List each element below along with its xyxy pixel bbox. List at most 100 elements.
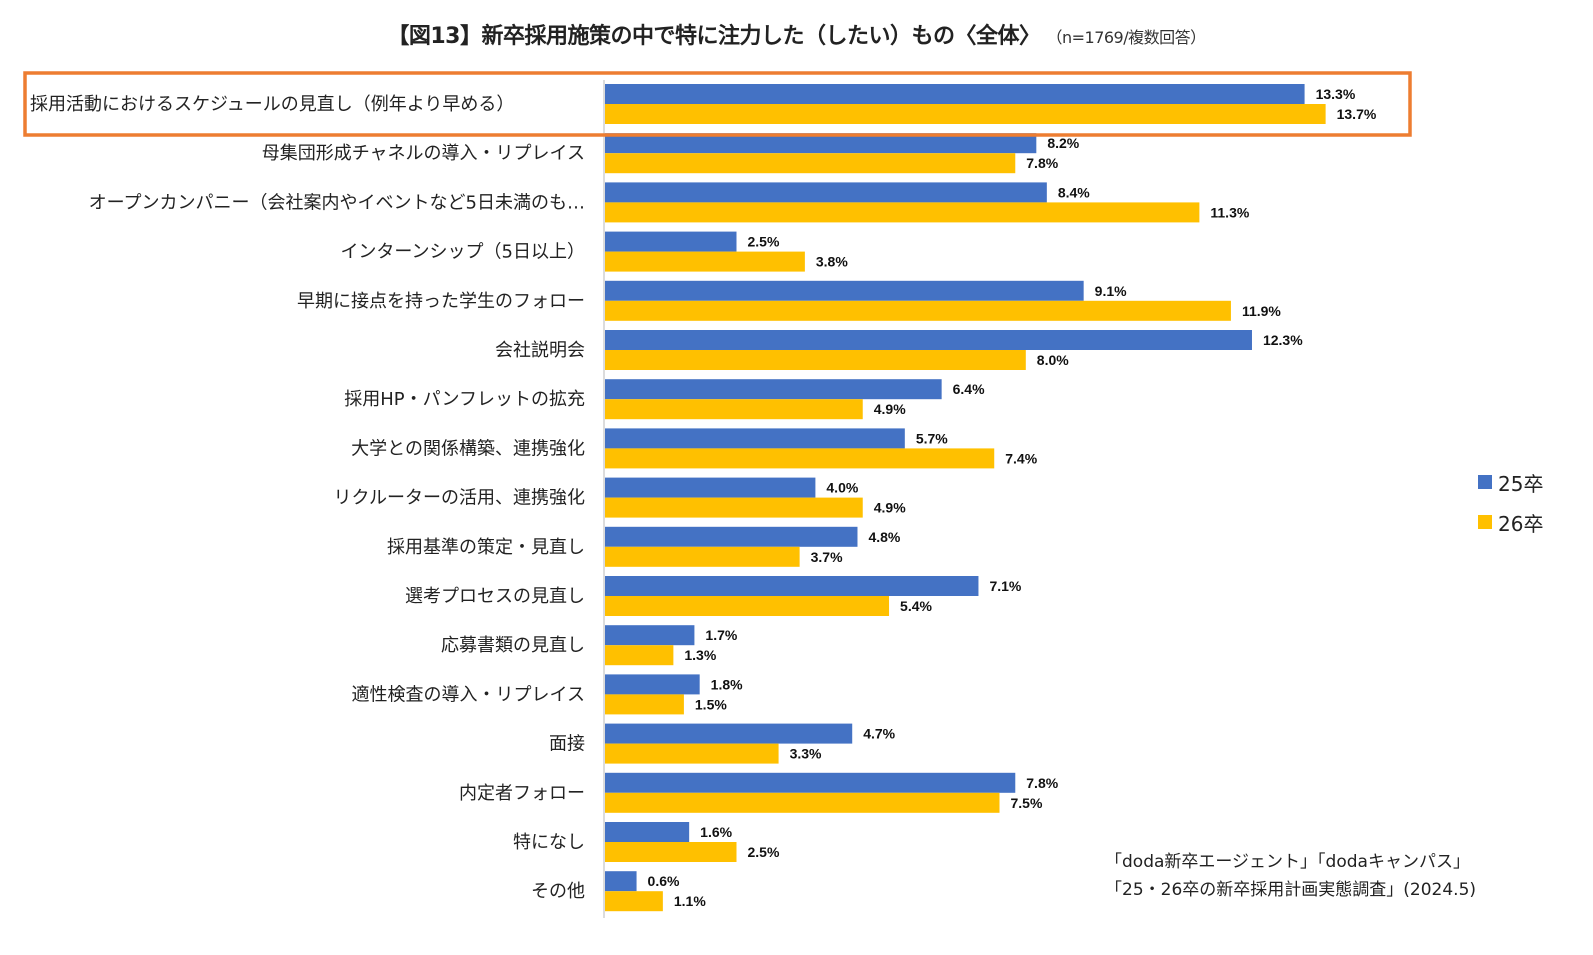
legend-item-26: 26卒	[1478, 502, 1543, 542]
legend-item-25: 25卒	[1478, 462, 1543, 502]
category-label: 特になし	[513, 832, 585, 853]
data-label: 1.1%	[674, 893, 706, 909]
bar-25卒	[605, 723, 853, 744]
category-label: その他	[531, 881, 585, 902]
category-group: 面接 4.7% 3.3%	[549, 723, 896, 764]
bar-25卒	[605, 428, 905, 449]
category-group: 母集団形成チャネルの導入・リプレイス 8.2% 7.8%	[262, 133, 1080, 174]
category-group: オープンカンパニー（会社案内やイベントなど5日未満のも… 8.4% 11.3%	[89, 182, 1250, 223]
source-note: 「doda新卒エージェント」「dodaキャンパス」 「25・26卒の新卒採用計画…	[1105, 848, 1476, 904]
bar-25卒	[605, 379, 942, 400]
category-group: インターンシップ（5日以上） 2.5% 3.8%	[340, 231, 848, 272]
data-label: 7.8%	[1026, 775, 1058, 791]
data-label: 13.3%	[1316, 86, 1356, 102]
data-label: 8.4%	[1058, 184, 1090, 200]
bar-26卒	[605, 448, 995, 469]
data-label: 3.7%	[811, 549, 843, 565]
data-label: 1.8%	[711, 676, 743, 692]
data-label: 2.5%	[748, 844, 780, 860]
category-label: 採用活動におけるスケジュールの見直し（例年より早める）	[30, 94, 514, 115]
category-group: 内定者フォロー 7.8% 7.5%	[459, 772, 1059, 813]
data-label: 8.0%	[1037, 352, 1069, 368]
bar-26卒	[605, 645, 674, 666]
data-label: 12.3%	[1263, 332, 1303, 348]
legend-label-25: 25卒	[1498, 471, 1544, 496]
category-label: 採用基準の策定・見直し	[387, 537, 585, 558]
bar-25卒	[605, 231, 737, 252]
data-label: 4.8%	[868, 529, 900, 545]
bar-26卒	[605, 792, 1000, 813]
bar-26卒	[605, 497, 863, 518]
bar-25卒	[605, 84, 1305, 104]
data-label: 13.7%	[1337, 106, 1377, 122]
data-label: 7.4%	[1005, 450, 1037, 466]
bar-25卒	[605, 674, 700, 695]
category-label: 面接	[549, 734, 585, 755]
bar-25卒	[605, 330, 1252, 350]
bar-26卒	[605, 153, 1016, 174]
legend: 25卒 26卒	[1478, 462, 1543, 542]
category-group: 大学との関係構築、連携強化 5.7% 7.4%	[351, 428, 1038, 469]
category-group: 早期に接点を持った学生のフォロー 9.1% 11.9%	[297, 280, 1281, 321]
legend-swatch-25	[1478, 475, 1492, 489]
data-label: 2.5%	[748, 234, 780, 250]
category-label: 選考プロセスの見直し	[405, 586, 585, 607]
category-group: 会社説明会 12.3% 8.0%	[495, 330, 1303, 370]
data-label: 3.3%	[790, 746, 822, 762]
bar-26卒	[605, 399, 863, 420]
highlight-box	[23, 71, 1412, 137]
bar-25卒	[605, 133, 1037, 154]
bar-26卒	[605, 350, 1026, 370]
chart-title-main: 【図13】新卒採用施策の中で特に注力した（したい）もの〈全体〉	[387, 24, 1041, 49]
data-label: 7.1%	[989, 578, 1021, 594]
data-label: 1.6%	[700, 824, 732, 840]
category-label: 大学との関係構築、連携強化	[351, 438, 585, 459]
bar-25卒	[605, 526, 858, 547]
bar-25卒	[605, 280, 1084, 301]
bar-25卒	[605, 772, 1016, 793]
data-label: 9.1%	[1095, 283, 1127, 299]
bar-25卒	[605, 822, 690, 842]
data-label: 8.2%	[1047, 135, 1079, 151]
bar-26卒	[605, 743, 779, 764]
data-label: 3.8%	[816, 254, 848, 270]
category-label: リクルーターの活用、連携強化	[334, 488, 585, 509]
legend-label-26: 26卒	[1498, 511, 1544, 536]
bar-25卒	[605, 871, 637, 892]
data-label: 1.7%	[705, 627, 737, 643]
data-label: 5.4%	[900, 598, 932, 614]
bar-26卒	[605, 104, 1326, 124]
bar-26卒	[605, 251, 805, 272]
category-group: 採用基準の策定・見直し 4.8% 3.7%	[387, 526, 901, 567]
category-group: その他 0.6% 1.1%	[531, 871, 706, 912]
bar-25卒	[605, 625, 695, 646]
category-label: 適性検査の導入・リプレイス	[352, 684, 585, 705]
data-label: 0.6%	[648, 873, 680, 889]
bar-25卒	[605, 182, 1047, 203]
data-label: 5.7%	[916, 430, 948, 446]
category-label: インターンシップ（5日以上）	[340, 242, 585, 263]
data-label: 7.5%	[1011, 795, 1043, 811]
bar-26卒	[605, 842, 737, 862]
data-label: 1.3%	[684, 647, 716, 663]
data-label: 4.0%	[826, 480, 858, 496]
data-label: 11.9%	[1242, 303, 1281, 319]
category-group: 選考プロセスの見直し 7.1% 5.4%	[405, 576, 1022, 616]
data-label: 4.7%	[863, 726, 895, 742]
data-label: 11.3%	[1210, 204, 1249, 220]
bar-26卒	[605, 694, 684, 715]
category-group: 応募書類の見直し 1.7% 1.3%	[441, 625, 738, 666]
category-label: 採用HP・パンフレットの拡充	[344, 389, 585, 410]
category-label: 内定者フォロー	[459, 783, 585, 804]
data-label: 6.4%	[953, 381, 985, 397]
category-label: オープンカンパニー（会社案内やイベントなど5日未満のも…	[89, 192, 585, 213]
data-label: 4.9%	[874, 500, 906, 516]
chart-subtitle: （n=1769/複数回答）	[1054, 28, 1206, 47]
legend-swatch-26	[1478, 515, 1492, 529]
bar-26卒	[605, 202, 1200, 223]
source-line-2: 「25・26卒の新卒採用計画実態調査」(2024.5)	[1105, 880, 1477, 900]
data-label: 4.9%	[874, 401, 906, 417]
category-label: 早期に接点を持った学生のフォロー	[297, 291, 585, 312]
source-line-1: 「doda新卒エージェント」「dodaキャンパス」	[1105, 852, 1470, 872]
